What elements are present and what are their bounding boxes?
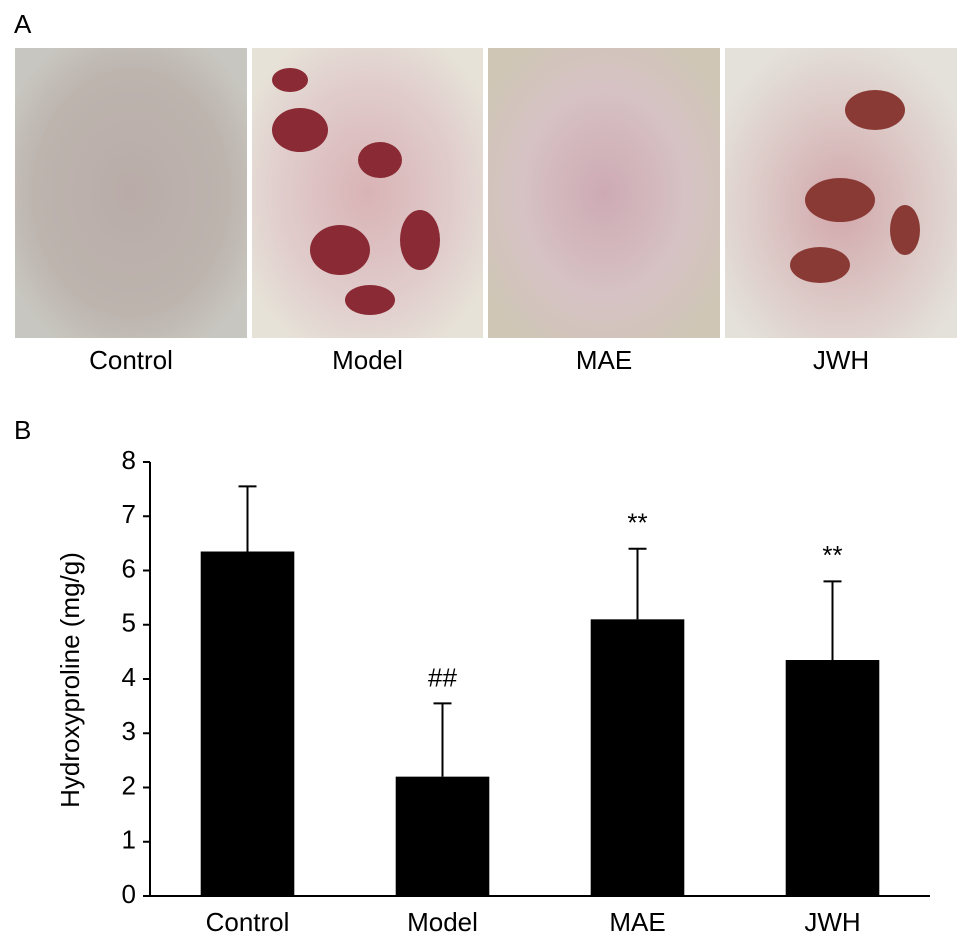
y-tick-label: 1 [122, 825, 136, 855]
x-tick-label: JWH [804, 907, 860, 937]
lesions [272, 68, 440, 315]
y-tick-label: 2 [122, 770, 136, 800]
y-tick-label: 4 [122, 662, 136, 692]
annotation: ## [428, 662, 457, 692]
bar [590, 619, 685, 896]
y-tick-label: 6 [122, 553, 136, 583]
panel-label: B [14, 415, 31, 445]
photo [15, 48, 247, 338]
y-tick-label: 3 [122, 716, 136, 746]
x-tick-label: Control [206, 907, 290, 937]
y-tick-label: 5 [122, 608, 136, 638]
panel-label: A [14, 9, 32, 39]
photo-caption: Control [89, 345, 173, 375]
y-tick-label: 8 [122, 445, 136, 475]
photo-caption: JWH [813, 345, 869, 375]
x-tick-label: MAE [609, 907, 665, 937]
annotation: ** [627, 508, 647, 538]
annotation: ** [822, 540, 842, 570]
bar [200, 551, 295, 896]
y-tick-label: 7 [122, 499, 136, 529]
photo-caption: Model [332, 345, 403, 375]
bar [395, 776, 490, 896]
bar [785, 660, 880, 896]
y-tick-label: 0 [122, 879, 136, 909]
photo [488, 48, 720, 338]
y-axis-label: Hydroxyproline (mg/g) [55, 552, 85, 808]
photo-caption: MAE [576, 345, 632, 375]
x-tick-label: Model [407, 907, 478, 937]
lesions [790, 90, 920, 283]
